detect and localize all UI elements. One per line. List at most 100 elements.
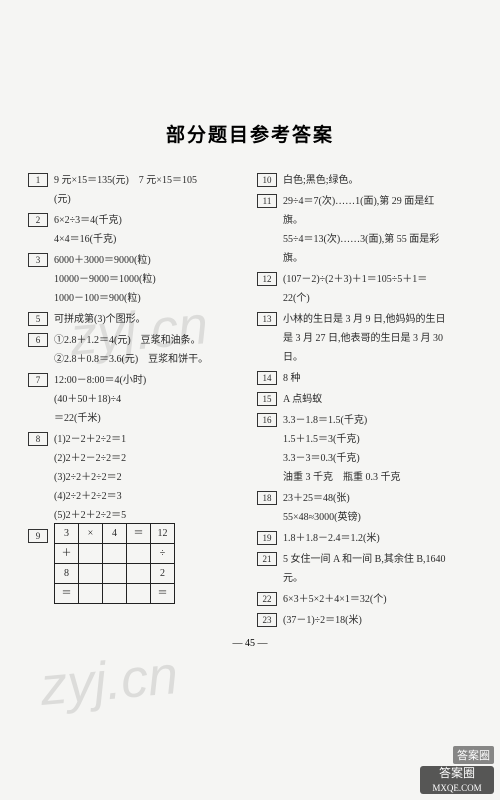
answer-item: 6 ①2.8＋1.2＝4(元) 豆浆和油条。 ②2.8＋0.8＝3.6(元) 豆… — [28, 331, 243, 369]
answer-line: 9 元×15＝135(元) 7 元×15＝105 — [54, 171, 243, 190]
answer-line: (3)2÷2＋2÷2＝2 — [54, 468, 243, 487]
answer-line: 1.5＋1.5＝3(千克) — [283, 430, 472, 449]
answer-line: (37－1)÷2＝18(米) — [283, 611, 472, 630]
item-number: 5 — [28, 312, 48, 326]
answer-line: 29÷4＝7(次)……1(面),第 29 面是红 — [283, 192, 472, 211]
answer-line: 23＋25＝48(张) — [283, 489, 472, 508]
answer-line: 3.3－3＝0.3(千克) — [283, 449, 472, 468]
answer-table: 3 × 4 ＝ 12 ＋ ÷ 8 2 — [54, 523, 175, 604]
item-number: 12 — [257, 272, 277, 286]
item-number: 1 — [28, 173, 48, 187]
item-number: 13 — [257, 312, 277, 326]
answer-line: 6×2÷3＝4(千克) — [54, 211, 243, 230]
table-cell — [103, 564, 127, 584]
table-cell — [103, 544, 127, 564]
table-cell — [79, 564, 103, 584]
answer-item: 18 23＋25＝48(张) 55×48≈3000(英镑) — [257, 489, 472, 527]
answer-line: (2)2＋2－2÷2＝2 — [54, 449, 243, 468]
answer-line: 12:00－8:00＝4(小时) — [54, 371, 243, 390]
answer-line: 白色;黑色;绿色。 — [283, 171, 472, 190]
item-body: 可拼成第(3)个图形。 — [54, 310, 243, 329]
table-cell: 8 — [55, 564, 79, 584]
answer-line: 1.8＋1.8－2.4＝1.2(米) — [283, 529, 472, 548]
answer-item: 5 可拼成第(3)个图形。 — [28, 310, 243, 329]
answer-item: 14 8 种 — [257, 369, 472, 388]
item-number: 23 — [257, 613, 277, 627]
table-cell: × — [79, 524, 103, 544]
item-body: 1.8＋1.8－2.4＝1.2(米) — [283, 529, 472, 548]
table-cell — [127, 544, 151, 564]
item-body: 23＋25＝48(张) 55×48≈3000(英镑) — [283, 489, 472, 527]
answer-item: 16 3.3－1.8＝1.5(千克) 1.5＋1.5＝3(千克) 3.3－3＝0… — [257, 411, 472, 487]
answer-line: ②2.8＋0.8＝3.6(元) 豆浆和饼干。 — [54, 350, 243, 369]
table-cell: ＋ — [55, 544, 79, 564]
answer-line: (元) — [54, 190, 243, 209]
answer-line: (1)2－2＋2÷2＝1 — [54, 430, 243, 449]
item-number: 7 — [28, 373, 48, 387]
item-body: (1)2－2＋2÷2＝1 (2)2＋2－2÷2＝2 (3)2÷2＋2÷2＝2 (… — [54, 430, 243, 525]
item-number: 8 — [28, 432, 48, 446]
table-cell — [127, 584, 151, 604]
item-body: (107－2)÷(2＋3)＋1＝105÷5＋1＝ 22(个) — [283, 270, 472, 308]
answer-line: 6×3＋5×2＋4×1＝32(个) — [283, 590, 472, 609]
item-number: 22 — [257, 592, 277, 606]
watermark-text: zyj.cn — [38, 644, 181, 718]
answer-line: (5)2＋2＋2÷2＝5 — [54, 506, 243, 525]
item-number: 6 — [28, 333, 48, 347]
item-body: 小林的生日是 3 月 9 日,他妈妈的生日 是 3 月 27 日,他表哥的生日是… — [283, 310, 472, 367]
answer-line: 元。 — [283, 569, 472, 588]
answer-line: 油重 3 千克 瓶重 0.3 千克 — [283, 468, 472, 487]
item-number: 9 — [28, 529, 48, 543]
item-body: 6×2÷3＝4(千克) 4×4＝16(千克) — [54, 211, 243, 249]
page-number: — 45 — — [28, 638, 472, 649]
answer-line: 4×4＝16(千克) — [54, 230, 243, 249]
answer-line: 5 女住一间 A 和一间 B,其余住 B,1640 — [283, 550, 472, 569]
item-number: 19 — [257, 531, 277, 545]
answer-line: (4)2÷2＋2÷2＝3 — [54, 487, 243, 506]
overlay-badge: 答案圈 — [453, 746, 494, 764]
table-cell: 4 — [103, 524, 127, 544]
answer-item: 7 12:00－8:00＝4(小时) (40＋50＋18)÷4 ＝22(千米) — [28, 371, 243, 428]
right-column: 10 白色;黑色;绿色。 11 29÷4＝7(次)……1(面),第 29 面是红… — [257, 171, 472, 632]
table-cell — [79, 584, 103, 604]
item-body: 9 元×15＝135(元) 7 元×15＝105 (元) — [54, 171, 243, 209]
answer-item: 23 (37－1)÷2＝18(米) — [257, 611, 472, 630]
table-cell — [79, 544, 103, 564]
answer-line: 小林的生日是 3 月 9 日,他妈妈的生日 — [283, 310, 472, 329]
item-body: (37－1)÷2＝18(米) — [283, 611, 472, 630]
answer-item: 12 (107－2)÷(2＋3)＋1＝105÷5＋1＝ 22(个) — [257, 270, 472, 308]
item-body: 白色;黑色;绿色。 — [283, 171, 472, 190]
answer-line: 10000－9000＝1000(粒) — [54, 270, 243, 289]
table-cell: ÷ — [151, 544, 175, 564]
answer-item: 11 29÷4＝7(次)……1(面),第 29 面是红 旗。 55÷4＝13(次… — [257, 192, 472, 268]
item-number: 14 — [257, 371, 277, 385]
answer-line: ＝22(千米) — [54, 409, 243, 428]
overlay-badge: 答案圈 MXQE.COM — [420, 766, 494, 794]
answer-line: 1000－100＝900(粒) — [54, 289, 243, 308]
answer-line: (107－2)÷(2＋3)＋1＝105÷5＋1＝ — [283, 270, 472, 289]
answer-line: 日。 — [283, 348, 472, 367]
page-title: 部分题目参考答案 — [28, 120, 472, 147]
answer-item: 21 5 女住一间 A 和一间 B,其余住 B,1640 元。 — [257, 550, 472, 588]
answer-line: 旗。 — [283, 249, 472, 268]
answer-item: 13 小林的生日是 3 月 9 日,他妈妈的生日 是 3 月 27 日,他表哥的… — [257, 310, 472, 367]
item-body: 6000＋3000＝9000(粒) 10000－9000＝1000(粒) 100… — [54, 251, 243, 308]
answer-item: 19 1.8＋1.8－2.4＝1.2(米) — [257, 529, 472, 548]
answer-line: 8 种 — [283, 369, 472, 388]
answer-line: A 点蚂蚁 — [283, 390, 472, 409]
answer-item: 1 9 元×15＝135(元) 7 元×15＝105 (元) — [28, 171, 243, 209]
answer-line: 是 3 月 27 日,他表哥的生日是 3 月 30 — [283, 329, 472, 348]
item-body: 29÷4＝7(次)……1(面),第 29 面是红 旗。 55÷4＝13(次)……… — [283, 192, 472, 268]
item-body: ①2.8＋1.2＝4(元) 豆浆和油条。 ②2.8＋0.8＝3.6(元) 豆浆和… — [54, 331, 243, 369]
answer-item: 8 (1)2－2＋2÷2＝1 (2)2＋2－2÷2＝2 (3)2÷2＋2÷2＝2… — [28, 430, 243, 525]
item-number: 16 — [257, 413, 277, 427]
item-number: 10 — [257, 173, 277, 187]
item-body: A 点蚂蚁 — [283, 390, 472, 409]
table-cell — [127, 564, 151, 584]
answer-line: 6000＋3000＝9000(粒) — [54, 251, 243, 270]
answer-line: (40＋50＋18)÷4 — [54, 390, 243, 409]
item-number: 18 — [257, 491, 277, 505]
answer-line: 旗。 — [283, 211, 472, 230]
answer-line: ①2.8＋1.2＝4(元) 豆浆和油条。 — [54, 331, 243, 350]
table-cell: ＝ — [55, 584, 79, 604]
